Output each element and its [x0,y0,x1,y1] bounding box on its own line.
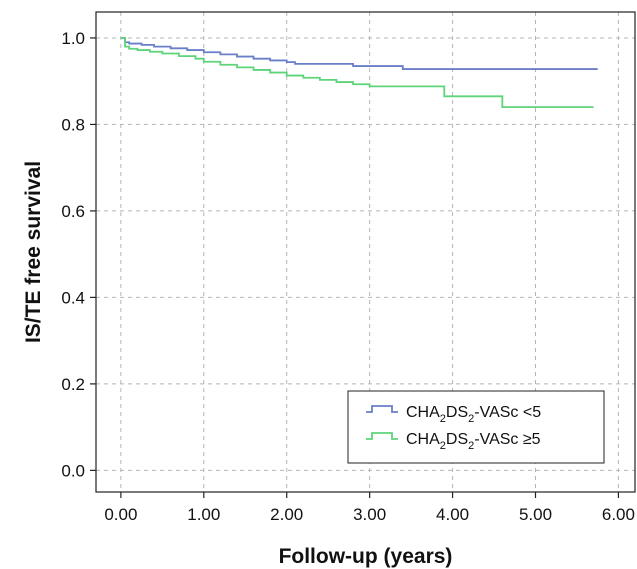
legend-item-high-risk: CHA2DS2-VASc ≥5 [366,431,541,452]
y-tick-label: 0.4 [61,288,85,307]
series-line-1 [120,37,594,109]
y-tick-label: 0.6 [61,202,85,221]
y-tick-label: 0.0 [61,461,85,480]
legend-item-low-risk: CHA2DS2-VASc <5 [366,404,541,425]
y-tick-label: 0.8 [61,115,85,134]
series-line-0 [120,37,598,70]
legend-swatch-low-risk [366,405,398,413]
x-tick-label: 5.00 [519,505,552,524]
x-tick-label: 4.00 [436,505,469,524]
series-group [120,37,598,109]
x-tick-label: 6.00 [602,505,635,524]
y-tick-label: 1.0 [61,29,85,48]
axis-ticks: 0.00 1.00 2.00 3.00 4.00 5.00 6.00 0.0 0.2 0.4 0.6… [61,29,635,524]
legend-label-low-risk: CHA2DS2-VASc <5 [406,404,541,425]
x-tick-label: 2.00 [270,505,303,524]
x-axis-title: Follow-up (years) [279,545,453,568]
plot-frame [95,11,636,493]
legend-label-high-risk: CHA2DS2-VASc ≥5 [406,431,541,452]
y-axis-title: IS/TE free survival [22,161,45,343]
legend-swatch-high-risk [366,432,398,440]
grid [96,12,635,492]
y-tick-label: 0.2 [61,375,85,394]
x-tick-label: 0.00 [104,505,137,524]
legend-box [347,390,605,464]
x-tick-label: 3.00 [353,505,386,524]
legend: CHA2DS2-VASc <5 CHA2DS2-VASc ≥5 [347,390,605,464]
x-tick-label: 1.00 [187,505,220,524]
